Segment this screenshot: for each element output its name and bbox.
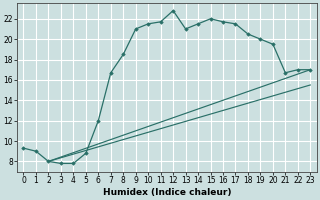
X-axis label: Humidex (Indice chaleur): Humidex (Indice chaleur): [103, 188, 231, 197]
